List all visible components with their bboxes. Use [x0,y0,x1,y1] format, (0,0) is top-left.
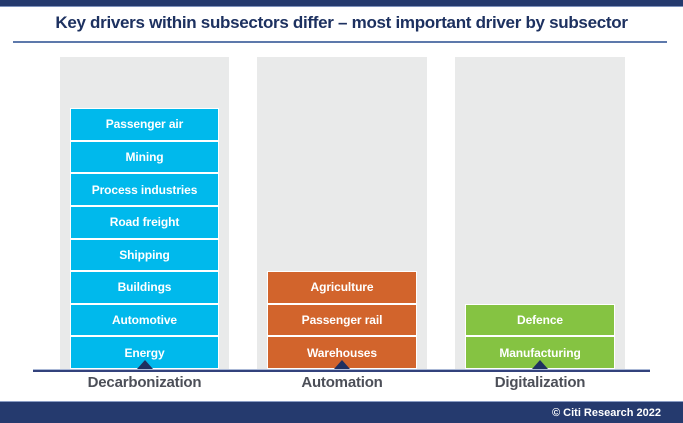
subsector-bar-label: Defence [517,313,563,328]
subsector-bar-label: Buildings [117,280,172,295]
subsector-bar: Mining [70,140,219,174]
subsector-bar: Process industries [70,173,219,206]
category-label: Decarbonization [87,374,202,391]
axis-arrow-up-icon [334,360,350,369]
subsector-bar: Buildings [70,271,219,304]
subsector-bar-label: Manufacturing [499,345,581,360]
axis-arrow-up-icon [532,360,548,369]
subsector-bar-label: Road freight [109,215,180,230]
category-label: Digitalization [494,374,586,391]
subsector-bar-label: Automotive [111,313,177,328]
subsector-bar-label: Passenger air [105,117,184,132]
source-credit: © Citi Research 2022 [552,406,661,419]
subsector-bar-label: Warehouses [307,345,377,360]
subsector-bar-label: Mining [125,150,164,165]
category-label: Automation [301,374,383,391]
title-underline [13,41,667,43]
subsector-bar: Shipping [70,238,219,272]
subsector-bar: Road freight [70,206,219,239]
axis-arrow-up-icon [136,360,153,369]
subsector-bar: Automotive [70,303,219,337]
top-accent-bar [0,0,683,7]
subsector-bar: Energy [70,336,219,369]
subsector-bar: Defence [465,303,615,337]
footer-bar: © Citi Research 2022 [0,401,683,423]
subsector-bar: Agriculture [267,271,417,304]
axis-line [33,369,650,372]
subsector-bar: Passenger rail [267,303,417,337]
subsector-bar-label: Agriculture [310,280,374,295]
subsector-bar-label: Shipping [119,247,170,262]
figure-title: Key drivers within subsectors differ – m… [55,13,628,32]
subsector-bar-label: Process industries [91,182,198,197]
subsector-bar-label: Passenger rail [301,313,383,328]
subsector-bar: Passenger air [70,108,219,141]
subsector-bar-label: Energy [124,345,165,360]
